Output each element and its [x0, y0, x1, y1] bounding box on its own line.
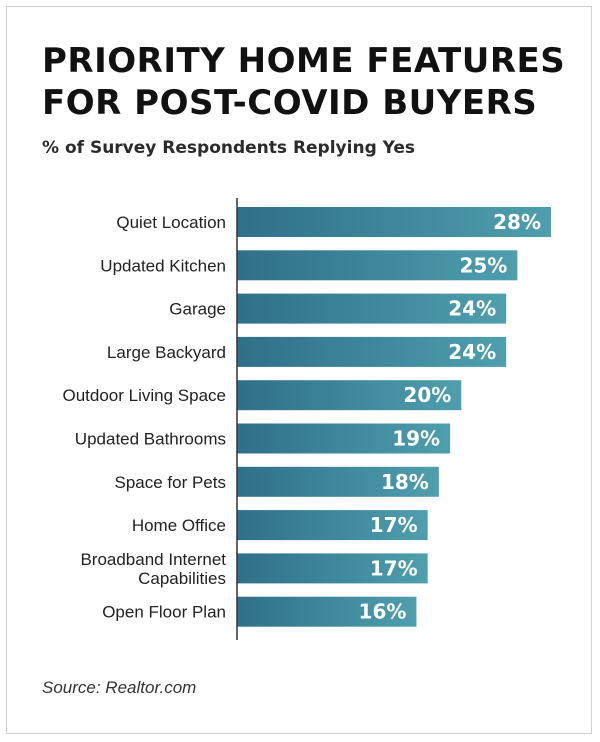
bar-6: [237, 466, 439, 497]
category-label-8-0: Broadband Internet: [80, 550, 226, 569]
bar-7: [237, 510, 428, 541]
bar-0: [237, 207, 551, 237]
category-label-0-0: Quiet Location: [116, 213, 226, 232]
value-label-7: 17%: [370, 513, 418, 537]
value-label-8: 17%: [370, 556, 418, 580]
value-label-6: 18%: [381, 470, 429, 494]
value-label-9: 16%: [359, 600, 407, 624]
category-label-2-0: Garage: [169, 300, 226, 319]
bar-8: [237, 553, 428, 584]
category-label-6-0: Space for Pets: [114, 473, 226, 492]
bar-5: [237, 423, 451, 454]
category-label-5-0: Updated Bathrooms: [75, 430, 226, 449]
value-label-5: 19%: [392, 427, 440, 451]
chart-subtitle: % of Survey Respondents Replying Yes: [42, 138, 416, 158]
chart-title-line-1: PRIORITY HOME FEATURES: [42, 41, 566, 81]
category-label-3-0: Large Backyard: [107, 343, 226, 362]
category-label-4-0: Outdoor Living Space: [63, 386, 227, 405]
chart-title-line-2: FOR POST-COVID BUYERS: [42, 83, 538, 123]
bar-4: [237, 380, 462, 411]
bar-2: [237, 293, 507, 324]
bar-1: [237, 250, 518, 281]
value-label-2: 24%: [448, 297, 496, 321]
value-label-4: 20%: [403, 383, 451, 407]
value-label-1: 25%: [459, 253, 507, 277]
category-label-7-0: Home Office: [132, 516, 226, 535]
value-label-3: 24%: [448, 340, 496, 364]
bar-3: [237, 336, 507, 367]
source-note: Source: Realtor.com: [42, 678, 197, 697]
value-label-0: 28%: [493, 210, 541, 234]
category-label-8-1: Capabilities: [138, 569, 226, 588]
category-label-1-0: Updated Kitchen: [100, 256, 226, 275]
chart-title: PRIORITY HOME FEATURES FOR POST-COVID BU…: [42, 40, 566, 124]
bar-9: [237, 596, 417, 627]
bars-layer: 28% Quiet Location 25% Updated Kitchen 24% Ga…: [63, 207, 551, 627]
category-label-9-0: Open Floor Plan: [102, 603, 226, 622]
